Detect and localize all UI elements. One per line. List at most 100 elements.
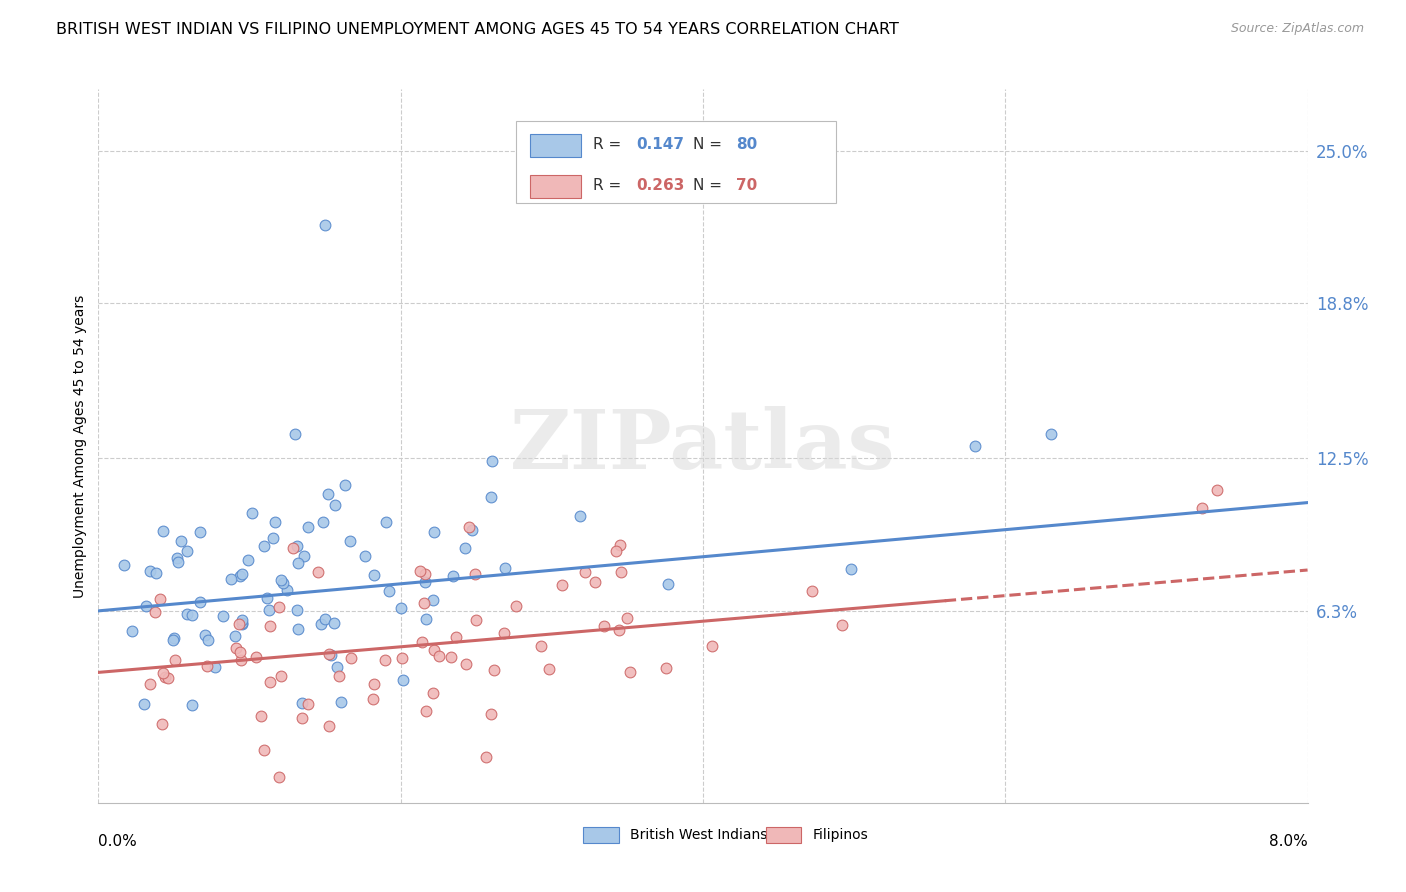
Point [253, 743, 276, 757]
Point [167, 555, 190, 569]
Point [318, 719, 340, 733]
Point [256, 591, 278, 606]
Point [152, 666, 174, 681]
Point [415, 567, 437, 582]
Point [112, 558, 135, 573]
Point [197, 658, 219, 673]
Point [538, 662, 561, 676]
Point [259, 675, 281, 690]
FancyBboxPatch shape [530, 134, 581, 157]
Point [163, 631, 186, 645]
Point [231, 567, 253, 582]
Point [465, 613, 488, 627]
Point [458, 520, 481, 534]
Point [228, 617, 250, 632]
Point [292, 549, 315, 564]
Point [492, 626, 515, 640]
Point [551, 578, 574, 592]
Point [121, 624, 143, 639]
Point [391, 673, 413, 688]
Point [211, 609, 233, 624]
Point [150, 717, 173, 731]
Point [224, 629, 246, 643]
Point [1206, 483, 1229, 498]
Point [314, 612, 336, 626]
Point [422, 686, 444, 700]
Point [297, 697, 319, 711]
Text: Source: ZipAtlas.com: Source: ZipAtlas.com [1230, 22, 1364, 36]
Point [219, 573, 242, 587]
Point [271, 576, 294, 591]
Point [181, 608, 204, 623]
Point [149, 592, 172, 607]
Text: ZIPatlas: ZIPatlas [510, 406, 896, 486]
Point [423, 524, 446, 539]
Point [374, 652, 396, 666]
Point [270, 574, 292, 588]
Point [605, 544, 627, 558]
Point [354, 549, 377, 563]
Point [481, 454, 503, 468]
Point [231, 653, 253, 667]
Point [411, 635, 433, 649]
Point [475, 750, 498, 764]
Point [307, 565, 329, 579]
Point [143, 606, 166, 620]
Point [1039, 426, 1062, 441]
Point [262, 531, 284, 545]
Point [505, 599, 527, 614]
Point [229, 644, 252, 658]
Text: N =: N = [693, 137, 727, 153]
Point [269, 770, 291, 784]
Point [831, 617, 853, 632]
Point [311, 617, 333, 632]
Point [422, 642, 444, 657]
Point [654, 661, 676, 675]
Point [312, 515, 335, 529]
Point [461, 523, 484, 537]
Point [592, 619, 614, 633]
Point [139, 677, 162, 691]
Point [965, 439, 987, 453]
Text: R =: R = [593, 137, 626, 153]
Point [231, 613, 253, 627]
Point [231, 617, 253, 632]
Point [287, 556, 309, 570]
Point [316, 487, 339, 501]
Point [413, 574, 436, 589]
Point [236, 553, 259, 567]
Point [801, 583, 824, 598]
Point [321, 648, 343, 662]
Point [197, 632, 219, 647]
Point [267, 600, 290, 615]
Point [657, 576, 679, 591]
Point [464, 566, 486, 581]
Point [225, 641, 247, 656]
Point [194, 628, 217, 642]
Point [583, 574, 606, 589]
Point [170, 533, 193, 548]
Point [249, 708, 271, 723]
Point [409, 564, 432, 578]
Point [259, 618, 281, 632]
Point [619, 665, 641, 680]
Point [188, 595, 211, 609]
Point [297, 520, 319, 534]
Point [415, 612, 437, 626]
Point [700, 639, 723, 653]
Point [479, 490, 502, 504]
Point [481, 707, 503, 722]
Point [153, 670, 176, 684]
Point [444, 630, 467, 644]
Point [231, 616, 253, 631]
Point [287, 622, 309, 636]
Point [609, 623, 631, 637]
Point [245, 649, 267, 664]
Text: 0.147: 0.147 [637, 137, 685, 153]
Point [328, 669, 350, 683]
Point [138, 564, 160, 578]
Point [329, 695, 352, 709]
Point [257, 603, 280, 617]
Point [270, 669, 292, 683]
Point [132, 697, 155, 711]
